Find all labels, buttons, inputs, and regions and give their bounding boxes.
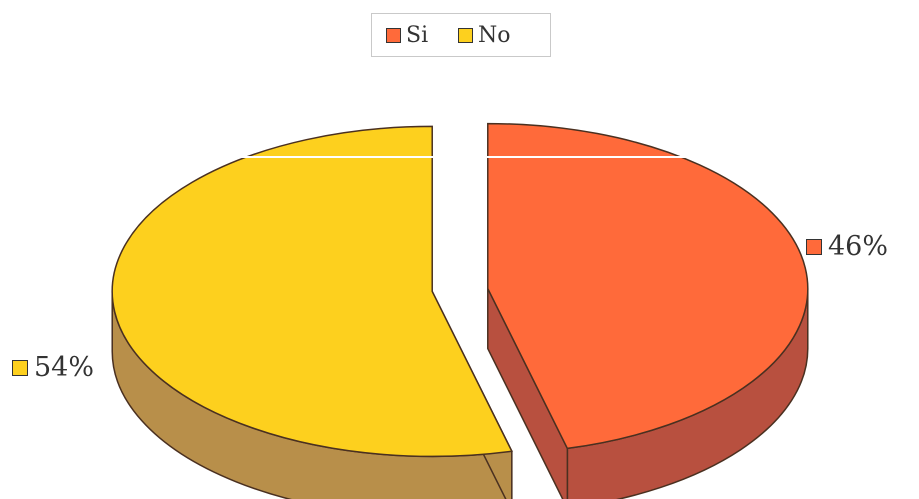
legend-swatch-no <box>458 27 473 43</box>
data-label-text-si: 46% <box>828 231 889 262</box>
legend: Si No <box>371 13 551 57</box>
data-label-swatch-si <box>806 238 822 255</box>
legend-item-no: No <box>458 14 511 56</box>
legend-swatch-si <box>386 27 401 43</box>
legend-label-si: Si <box>406 22 429 48</box>
data-label-si: 46% <box>806 231 888 262</box>
data-label-text-no: 54% <box>34 352 95 383</box>
data-label-no: 54% <box>12 352 94 383</box>
slice-si <box>487 122 809 450</box>
slice-no <box>111 125 513 458</box>
legend-item-si: Si <box>386 14 428 56</box>
data-label-swatch-no <box>12 359 28 376</box>
legend-label-no: No <box>478 22 511 48</box>
